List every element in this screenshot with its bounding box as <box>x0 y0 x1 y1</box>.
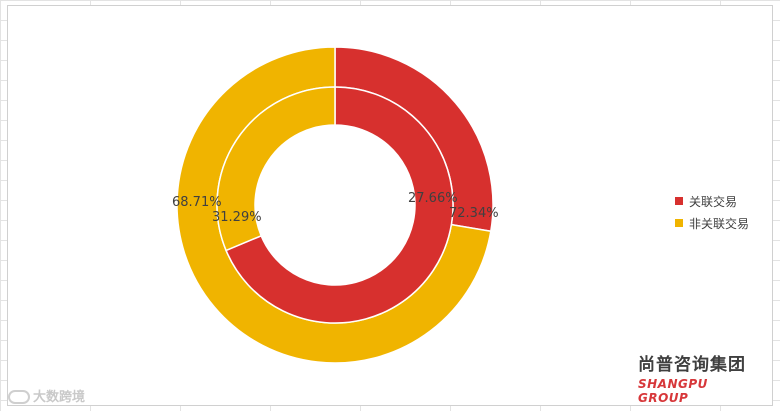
brand-name-cn: 尚普咨询集团 <box>638 355 746 375</box>
slice-inner-related[interactable] <box>225 86 454 324</box>
watermark-text: 大数跨境 <box>33 390 86 405</box>
watermark: 大数跨境 <box>8 386 85 405</box>
data-label-outer-related: 72.34% <box>449 206 499 221</box>
brand-name-en: SHANGPU GROUP <box>638 377 708 405</box>
brand-logo: 尚普咨询集团 SHANGPU GROUP <box>638 350 758 405</box>
donut-slices <box>176 46 494 364</box>
legend-swatch-nonrelated <box>675 219 683 227</box>
legend-label-related: 关联交易 <box>689 194 738 209</box>
data-label-inner-nonrelated: 31.29% <box>212 210 262 225</box>
legend-label-nonrelated: 非关联交易 <box>689 216 750 231</box>
chart-legend: 关联交易 非关联交易 <box>675 190 749 234</box>
watermark-logo-icon <box>8 390 30 404</box>
legend-item-related[interactable]: 关联交易 <box>675 190 749 212</box>
legend-item-nonrelated[interactable]: 非关联交易 <box>675 212 749 234</box>
data-label-outer-nonrelated: 68.71% <box>172 195 222 210</box>
donut-chart: 27.66% 72.34% 68.71% 31.29% <box>172 46 499 364</box>
legend-swatch-related <box>675 197 683 205</box>
slice-inner-nonrelated[interactable] <box>216 86 336 252</box>
chart-area[interactable]: 27.66% 72.34% 68.71% 31.29% 关联交易 非关联交易 尚… <box>7 5 773 406</box>
data-label-inner-related: 27.66% <box>408 191 458 206</box>
